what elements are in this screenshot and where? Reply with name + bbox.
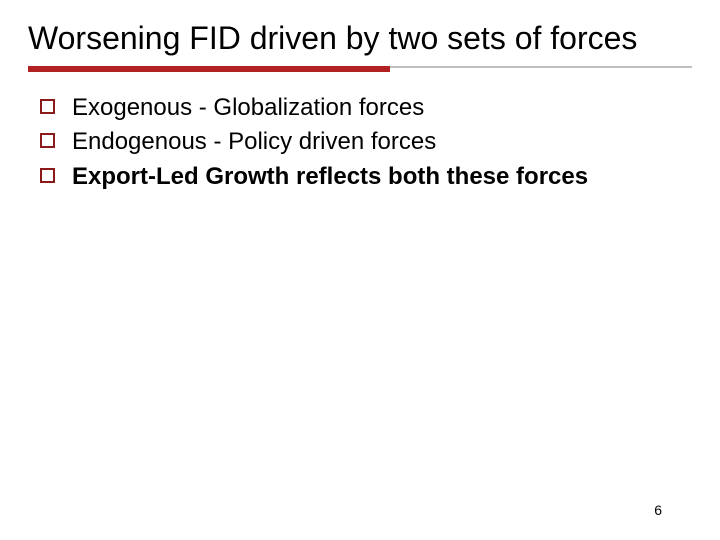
bullet-item: Exogenous - Globalization forces [40, 92, 692, 124]
bullet-text: Export-Led Growth reflects both these fo… [72, 163, 588, 190]
bullet-text: Exogenous - Globalization forces [72, 94, 424, 121]
page-number: 6 [654, 502, 662, 518]
underline-gray-segment [390, 66, 692, 68]
slide-title: Worsening FID driven by two sets of forc… [28, 18, 692, 58]
bullet-item: Endogenous - Policy driven forces [40, 126, 692, 158]
bullet-box-icon [40, 133, 55, 148]
bullet-text: Endogenous - Policy driven forces [72, 128, 436, 155]
bullet-box-icon [40, 168, 55, 183]
bullet-list: Exogenous - Globalization forces Endogeno… [28, 92, 692, 193]
bullet-item: Export-Led Growth reflects both these fo… [40, 161, 692, 193]
underline-red-segment [28, 66, 390, 72]
bullet-box-icon [40, 99, 55, 114]
title-underline [28, 66, 692, 72]
